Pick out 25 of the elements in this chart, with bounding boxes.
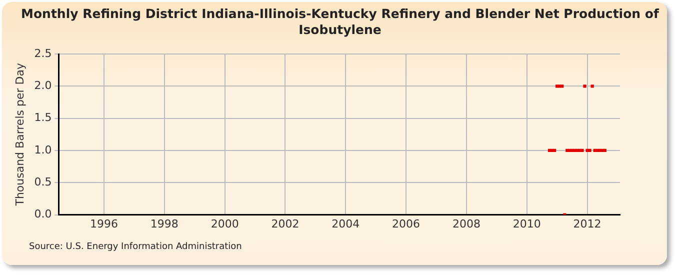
x-tick-label: 2002 — [271, 217, 300, 230]
point — [603, 148, 606, 152]
x-tick-label: 2000 — [210, 217, 239, 230]
x-tick-label: 2012 — [573, 217, 602, 230]
y-tick-label: 2.0 — [34, 79, 52, 92]
y-tick-label: 1.5 — [34, 111, 52, 124]
point — [580, 148, 584, 152]
point — [583, 84, 586, 88]
y-tick-label: 0.5 — [34, 176, 52, 188]
x-tick-label: 2008 — [452, 217, 480, 230]
point — [590, 84, 594, 88]
x-tick-label: 2010 — [512, 217, 541, 230]
x-tick-label: 2006 — [392, 217, 420, 230]
y-tick-label: 1.0 — [34, 143, 52, 156]
y-tick-label: 2.5 — [34, 46, 52, 60]
y-axis-title: Thousand Barrels per Day — [13, 62, 26, 207]
point — [588, 148, 592, 152]
point — [553, 148, 556, 152]
x-tick-label: 1996 — [90, 217, 118, 230]
chart-title: Monthly Refining District Indiana-Illinois-Kentucky Refinery and Blender Net Production of Isobutylene — [20, 6, 660, 38]
y-tick-label: 0.0 — [34, 208, 52, 221]
x-tick-label: 1998 — [150, 217, 178, 230]
source-note: Source: U.S. Energy Information Administration — [29, 242, 242, 252]
x-tick-label: 2004 — [332, 217, 360, 230]
point — [560, 84, 564, 88]
